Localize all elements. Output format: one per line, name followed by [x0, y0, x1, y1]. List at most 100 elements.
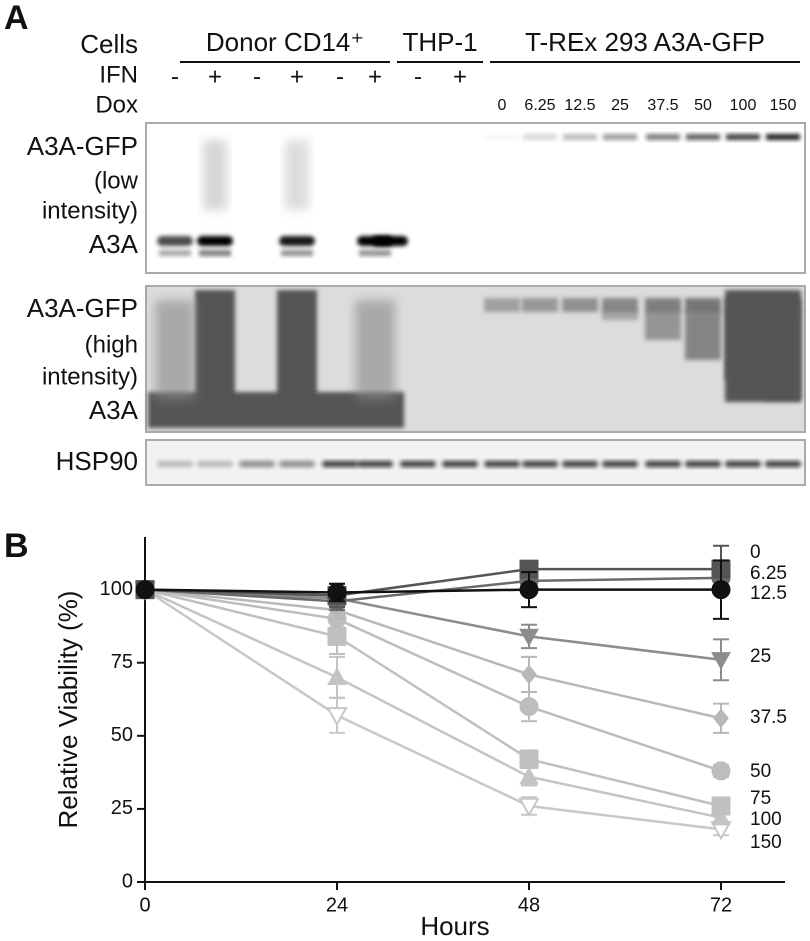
- point: [519, 628, 539, 647]
- blot-label: A3A-GFP: [27, 293, 138, 323]
- series-label: 25: [750, 646, 771, 667]
- smear: [195, 290, 235, 410]
- band: [199, 250, 231, 256]
- series-line: [144, 588, 722, 808]
- dox-value: 0: [498, 97, 507, 114]
- band: [279, 236, 315, 246]
- band: [522, 461, 558, 467]
- blot-label: intensity): [42, 197, 138, 224]
- band: [685, 298, 721, 312]
- point: [327, 583, 347, 603]
- ifn-sign: +: [290, 63, 304, 90]
- group-label: Donor CD14⁺: [206, 27, 364, 57]
- band: [685, 461, 721, 467]
- dox-value: 150: [770, 97, 797, 114]
- ifn-sign: +: [368, 63, 382, 90]
- series-line: [144, 588, 722, 720]
- group-label: THP-1: [402, 27, 477, 57]
- row-label: Dox: [95, 91, 138, 118]
- x-tick-label: 24: [326, 894, 348, 916]
- point: [711, 652, 731, 670]
- band: [322, 461, 358, 467]
- band: [281, 250, 313, 256]
- series-label: 6.25: [750, 563, 787, 584]
- panel-label: B: [4, 527, 29, 565]
- point: [711, 807, 731, 826]
- band: [197, 461, 233, 467]
- band: [522, 298, 558, 312]
- band: [562, 298, 598, 312]
- series-label: 50: [750, 761, 771, 782]
- band: [197, 236, 233, 246]
- point: [326, 707, 348, 727]
- y-tick-label: 25: [111, 797, 133, 819]
- band: [602, 461, 638, 467]
- dox-value: 25: [611, 97, 629, 114]
- blot-frame: [145, 122, 806, 274]
- band: [372, 236, 408, 246]
- ifn-sign: +: [208, 63, 222, 90]
- band: [485, 134, 519, 140]
- ifn-sign: -: [414, 63, 422, 90]
- band: [645, 461, 681, 467]
- point: [711, 580, 731, 600]
- y-axis-label: Relative Viability (%): [53, 591, 83, 829]
- point: [135, 580, 155, 600]
- band: [686, 134, 720, 140]
- series-label: 12.5: [750, 583, 787, 604]
- point: [711, 761, 731, 781]
- band: [157, 236, 193, 246]
- point: [518, 797, 540, 818]
- series-label: 0: [750, 542, 761, 563]
- series-label: 100: [750, 809, 782, 830]
- row-label: Cells: [80, 29, 138, 59]
- x-axis-label: Hours: [420, 911, 489, 941]
- smear: [645, 310, 681, 340]
- smear: [355, 300, 395, 400]
- band: [645, 298, 681, 312]
- series-line: [144, 588, 722, 831]
- series-label: 75: [750, 788, 771, 809]
- blot-label: (low: [94, 167, 139, 194]
- smear: [277, 290, 317, 410]
- band: [484, 461, 520, 467]
- band: [766, 134, 800, 140]
- y-tick-label: 100: [100, 578, 133, 600]
- point: [327, 667, 347, 686]
- y-tick-label: 0: [122, 870, 133, 892]
- series-line: [144, 588, 722, 819]
- band: [563, 134, 597, 140]
- series-line: [144, 588, 721, 594]
- smear: [685, 310, 721, 360]
- x-tick-label: 48: [518, 894, 540, 916]
- series-line: [144, 588, 722, 662]
- ifn-sign: -: [336, 63, 344, 90]
- y-tick-label: 75: [111, 651, 133, 673]
- band: [159, 250, 191, 256]
- smear: [602, 310, 638, 320]
- ifn-sign: -: [253, 63, 261, 90]
- ifn-sign: -: [171, 63, 179, 90]
- smear: [203, 140, 227, 210]
- band: [279, 461, 315, 467]
- point: [519, 697, 539, 717]
- band: [157, 461, 193, 467]
- dox-value: 100: [730, 97, 757, 114]
- dox-value: 12.5: [564, 97, 595, 114]
- point: [713, 708, 729, 729]
- x-tick-label: 0: [139, 894, 150, 916]
- band: [359, 250, 391, 256]
- point: [519, 766, 539, 785]
- band: [562, 461, 598, 467]
- point: [521, 664, 537, 685]
- band: [725, 461, 761, 467]
- blot-label: A3A: [89, 229, 139, 259]
- point: [519, 749, 539, 769]
- group-label: T-REx 293 A3A-GFP: [525, 27, 765, 57]
- y-tick-label: 50: [111, 724, 133, 746]
- band: [523, 134, 557, 140]
- ifn-sign: +: [453, 63, 467, 90]
- band: [765, 461, 801, 467]
- smear: [285, 140, 309, 210]
